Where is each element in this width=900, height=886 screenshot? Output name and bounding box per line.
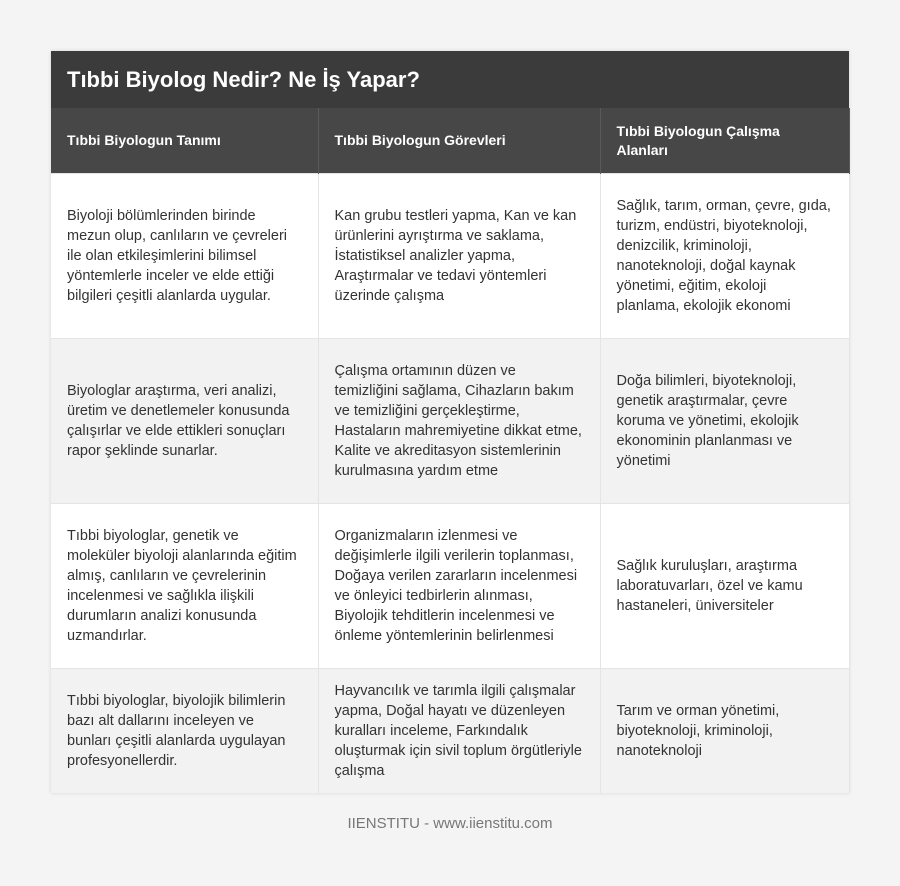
column-header: Tıbbi Biyologun Çalışma Alanları (600, 108, 850, 174)
table-body: Biyoloji bölümlerinden birinde mezun olu… (51, 173, 850, 793)
header-row: Tıbbi Biyologun Tanımı Tıbbi Biyologun G… (51, 108, 850, 174)
table-row: Biyoloji bölümlerinden birinde mezun olu… (51, 173, 850, 339)
table-cell: Biyologlar araştırma, veri analizi, üret… (51, 338, 319, 504)
column-header: Tıbbi Biyologun Görevleri (318, 108, 601, 174)
table-row: Tıbbi biyologlar, biyolojik bilimlerin b… (51, 668, 850, 793)
table-cell: Tıbbi biyologlar, genetik ve moleküler b… (51, 503, 319, 669)
table-card: Tıbbi Biyolog Nedir? Ne İş Yapar? Tıbbi … (51, 51, 850, 793)
table-cell: Biyoloji bölümlerinden birinde mezun olu… (51, 173, 319, 339)
table-cell: Organizmaların izlenmesi ve değişimlerle… (318, 503, 601, 669)
table-title: Tıbbi Biyolog Nedir? Ne İş Yapar? (51, 51, 849, 108)
table-cell: Tarım ve orman yönetimi, biyoteknoloji, … (600, 668, 850, 793)
table-cell: Çalışma ortamının düzen ve temizliğini s… (318, 338, 601, 504)
table-cell: Hayvancılık ve tarımla ilgili çalışmalar… (318, 668, 601, 793)
table: Tıbbi Biyologun Tanımı Tıbbi Biyologun G… (51, 108, 850, 793)
column-header: Tıbbi Biyologun Tanımı (51, 108, 319, 174)
table-cell: Tıbbi biyologlar, biyolojik bilimlerin b… (51, 668, 319, 793)
table-cell: Kan grubu testleri yapma, Kan ve kan ürü… (318, 173, 601, 339)
table-cell: Sağlık kuruluşları, araştırma laboratuva… (600, 503, 850, 669)
table-row: Biyologlar araştırma, veri analizi, üret… (51, 338, 850, 504)
table-cell: Doğa bilimleri, biyoteknoloji, genetik a… (600, 338, 850, 504)
footer: IIENSTITU - www.iienstitu.com (347, 815, 553, 832)
table-cell: Sağlık, tarım, orman, çevre, gıda, turiz… (600, 173, 850, 339)
table-row: Tıbbi biyologlar, genetik ve moleküler b… (51, 503, 850, 669)
